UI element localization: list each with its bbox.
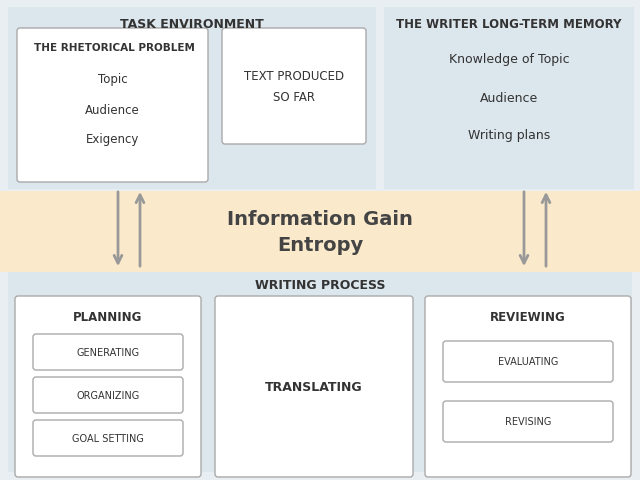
Text: GOAL SETTING: GOAL SETTING	[72, 433, 144, 443]
Text: Exigency: Exigency	[86, 133, 139, 146]
Text: EVALUATING: EVALUATING	[498, 356, 558, 366]
Text: Knowledge of Topic: Knowledge of Topic	[449, 53, 570, 66]
FancyBboxPatch shape	[33, 377, 183, 413]
Text: Information Gain
Entropy: Information Gain Entropy	[227, 209, 413, 255]
FancyBboxPatch shape	[8, 8, 376, 190]
Text: Audience: Audience	[480, 91, 538, 104]
Text: Writing plans: Writing plans	[468, 129, 550, 142]
FancyBboxPatch shape	[215, 296, 413, 477]
Text: REVISING: REVISING	[505, 416, 551, 426]
FancyBboxPatch shape	[443, 341, 613, 382]
FancyBboxPatch shape	[222, 29, 366, 144]
Text: TEXT PRODUCED
SO FAR: TEXT PRODUCED SO FAR	[244, 70, 344, 104]
FancyBboxPatch shape	[0, 192, 640, 273]
Text: GENERATING: GENERATING	[76, 347, 140, 357]
FancyBboxPatch shape	[443, 401, 613, 442]
Text: Audience: Audience	[85, 103, 140, 116]
Text: ORGANIZING: ORGANIZING	[76, 390, 140, 400]
Text: WRITING PROCESS: WRITING PROCESS	[255, 279, 385, 292]
Text: TASK ENVIRONMENT: TASK ENVIRONMENT	[120, 17, 264, 30]
FancyBboxPatch shape	[15, 296, 201, 477]
FancyBboxPatch shape	[17, 29, 208, 182]
FancyBboxPatch shape	[384, 8, 634, 190]
Text: REVIEWING: REVIEWING	[490, 311, 566, 324]
FancyBboxPatch shape	[8, 269, 632, 472]
Text: THE RHETORICAL PROBLEM: THE RHETORICAL PROBLEM	[34, 43, 195, 53]
Text: Topic: Topic	[98, 73, 127, 86]
Text: THE WRITER LONG-TERM MEMORY: THE WRITER LONG-TERM MEMORY	[396, 17, 621, 30]
FancyBboxPatch shape	[33, 420, 183, 456]
FancyBboxPatch shape	[33, 334, 183, 370]
Text: TRANSLATING: TRANSLATING	[265, 380, 363, 393]
Text: PLANNING: PLANNING	[74, 311, 143, 324]
FancyBboxPatch shape	[425, 296, 631, 477]
